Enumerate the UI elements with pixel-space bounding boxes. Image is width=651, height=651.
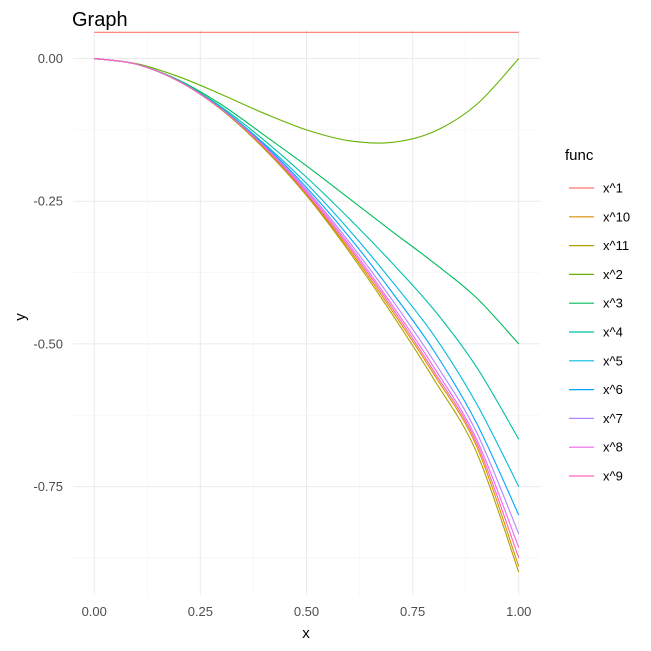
legend-label-x-pow-6: x^6 bbox=[603, 382, 623, 397]
legend-label-x-pow-10: x^10 bbox=[603, 209, 630, 224]
x-tick-label: 1.00 bbox=[506, 604, 531, 619]
x-axis-ticks: 0.00 0.25 0.50 0.75 1.00 bbox=[82, 604, 532, 619]
legend-label-x-pow-2: x^2 bbox=[603, 267, 623, 282]
legend-label-x-pow-8: x^8 bbox=[603, 440, 623, 455]
legend-title: func bbox=[565, 147, 594, 164]
legend-label-x-pow-3: x^3 bbox=[603, 296, 623, 311]
x-tick-label: 0.25 bbox=[188, 604, 213, 619]
y-tick-label: -0.75 bbox=[33, 479, 63, 494]
chart-title: Graph bbox=[72, 9, 128, 31]
legend-label-x-pow-9: x^9 bbox=[603, 469, 623, 484]
series-lines bbox=[94, 31, 520, 573]
y-tick-label: -0.50 bbox=[33, 336, 63, 351]
series-line-x-pow-2 bbox=[94, 57, 520, 144]
legend: func x^1 x^10 x^11 x^2 x^3 x^4 x^5 x^6 x^7 x^8 x^9 bbox=[565, 147, 630, 484]
y-tick-label: -0.25 bbox=[33, 194, 63, 209]
x-tick-label: 0.75 bbox=[400, 604, 425, 619]
legend-label-x-pow-7: x^7 bbox=[603, 411, 623, 426]
y-tick-label: 0.00 bbox=[38, 51, 63, 66]
x-tick-label: 0.50 bbox=[294, 604, 319, 619]
legend-label-x-pow-11: x^11 bbox=[603, 238, 629, 253]
y-axis-ticks: 0.00 -0.25 -0.50 -0.75 bbox=[33, 51, 63, 494]
legend-label-x-pow-5: x^5 bbox=[603, 353, 623, 368]
legend-label-x-pow-4: x^4 bbox=[603, 325, 623, 340]
legend-label-x-pow-1: x^1 bbox=[603, 181, 623, 196]
grid bbox=[73, 30, 540, 595]
x-tick-label: 0.00 bbox=[82, 604, 107, 619]
series-line-x-pow-9 bbox=[94, 57, 520, 559]
y-axis-title: y bbox=[12, 313, 29, 321]
x-axis-title: x bbox=[302, 625, 310, 642]
